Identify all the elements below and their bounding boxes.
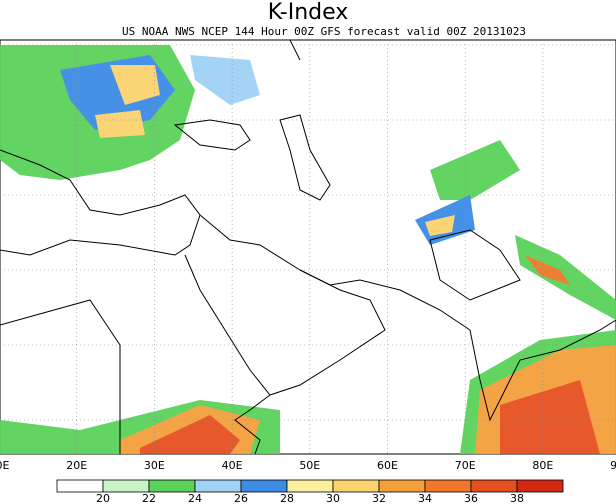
color-box	[194, 479, 242, 493]
shade-area	[425, 215, 455, 236]
level-label: 38	[510, 492, 524, 504]
color-box	[148, 479, 196, 493]
color-box	[56, 479, 104, 493]
lon-label: 40E	[222, 459, 243, 472]
subtitle: US NOAA NWS NCEP 144 Hour 00Z GFS foreca…	[122, 25, 526, 38]
level-label: 20	[96, 492, 110, 504]
shade-area	[525, 255, 570, 285]
color-box	[102, 479, 150, 493]
shade-area	[110, 65, 160, 105]
lon-label: 50E	[299, 459, 320, 472]
lon-label: 80E	[532, 459, 553, 472]
lon-label: 10E	[0, 459, 10, 472]
title: K-Index	[268, 0, 349, 25]
level-label: 28	[280, 492, 294, 504]
shade-area	[95, 110, 145, 138]
level-label: 26	[234, 492, 248, 504]
lon-label: 90E	[610, 459, 616, 472]
color-box	[424, 479, 472, 493]
map	[0, 39, 616, 455]
level-label: 30	[326, 492, 340, 504]
lon-label: 70E	[455, 459, 476, 472]
level-label: 24	[188, 492, 202, 504]
colorbar: 20 22 24 26 28 30 32 34 36 38	[56, 479, 564, 504]
lon-label: 20E	[66, 459, 87, 472]
color-box	[378, 479, 426, 493]
color-box	[332, 479, 380, 493]
color-box	[516, 479, 564, 493]
lon-label: 30E	[144, 459, 165, 472]
color-box	[286, 479, 334, 493]
shade-area	[430, 140, 520, 200]
graticule	[0, 40, 616, 454]
lon-labels: 10E 20E 30E 40E 50E 60E 70E 80E 90E	[0, 459, 616, 472]
shade-area	[140, 415, 240, 454]
level-label: 34	[418, 492, 432, 504]
color-box	[240, 479, 288, 493]
level-label: 22	[142, 492, 156, 504]
level-label: 36	[464, 492, 478, 504]
level-label: 32	[372, 492, 386, 504]
coastlines	[0, 39, 616, 455]
shade-area	[500, 380, 600, 454]
color-box	[470, 479, 518, 493]
lon-label: 60E	[377, 459, 398, 472]
shade-area	[190, 55, 260, 105]
shade-area	[515, 235, 616, 320]
